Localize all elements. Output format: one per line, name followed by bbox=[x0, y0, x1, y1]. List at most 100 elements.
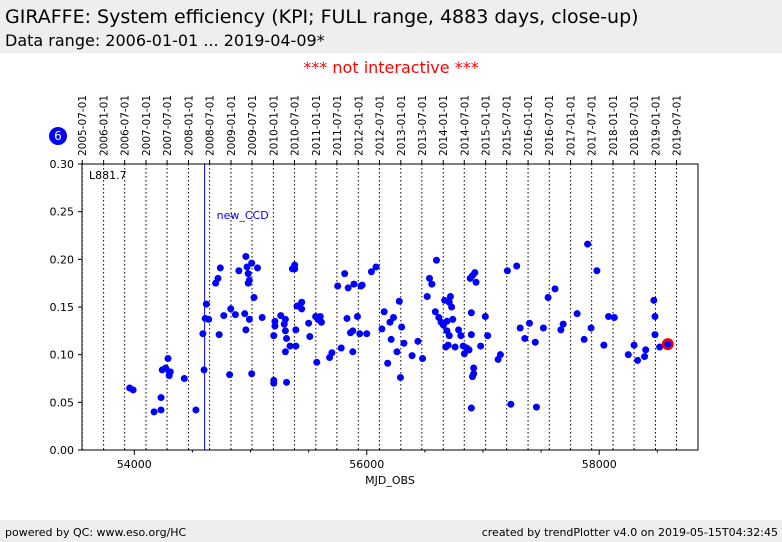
data-point bbox=[258, 313, 266, 321]
data-point bbox=[444, 341, 452, 349]
data-point bbox=[215, 331, 223, 339]
top-axis-date-label: 2019-07-01 bbox=[671, 95, 683, 156]
footer-created-by: created by trendPlotter v4.0 on 2019-05-… bbox=[481, 526, 778, 539]
data-point bbox=[292, 342, 300, 350]
data-point bbox=[363, 330, 371, 338]
top-axis-date-label: 2009-07-01 bbox=[247, 95, 259, 156]
not-interactive-notice: *** not interactive *** bbox=[303, 58, 479, 77]
data-point bbox=[248, 370, 256, 378]
x-axis-label: MJD_OBS bbox=[365, 474, 415, 487]
data-point bbox=[467, 331, 475, 339]
data-point bbox=[157, 406, 165, 414]
data-point bbox=[180, 375, 188, 382]
top-axis-date-label: 2008-07-01 bbox=[205, 95, 217, 156]
data-point bbox=[477, 342, 485, 350]
data-point bbox=[243, 263, 251, 271]
data-point bbox=[286, 342, 294, 350]
data-point bbox=[484, 332, 492, 340]
data-point bbox=[199, 330, 207, 338]
data-point bbox=[164, 354, 172, 362]
data-point bbox=[470, 364, 478, 372]
plot-frame bbox=[81, 163, 699, 451]
data-point bbox=[358, 281, 366, 289]
data-point bbox=[242, 326, 250, 334]
data-point bbox=[557, 326, 565, 334]
data-point bbox=[248, 259, 256, 267]
data-point bbox=[624, 351, 632, 359]
data-point bbox=[587, 324, 595, 332]
data-point bbox=[610, 313, 618, 321]
data-point bbox=[305, 319, 313, 327]
data-point bbox=[451, 343, 459, 351]
y-axis-tick-label: 0.20 bbox=[50, 253, 75, 266]
top-axis-date-label: 2014-07-01 bbox=[459, 95, 471, 156]
top-axis-date-label: 2011-01-01 bbox=[311, 95, 323, 156]
data-point bbox=[400, 339, 408, 347]
data-point bbox=[202, 300, 210, 308]
data-point bbox=[356, 330, 364, 338]
data-point bbox=[281, 327, 289, 335]
data-point bbox=[226, 371, 234, 379]
data-point bbox=[378, 325, 386, 333]
data-point bbox=[244, 270, 252, 278]
data-point bbox=[551, 285, 559, 293]
top-axis-date-label: 2013-01-01 bbox=[396, 95, 408, 156]
top-axis-date-label: 2015-07-01 bbox=[502, 95, 514, 156]
top-axis-date-label: 2009-01-01 bbox=[226, 95, 238, 156]
event-marker: new_CCD bbox=[204, 164, 269, 450]
y-axis-tick-label: 0.10 bbox=[50, 349, 75, 362]
footer-powered-by: powered by QC: www.eso.org/HC bbox=[5, 526, 187, 539]
top-axis-date-label: 2010-01-01 bbox=[268, 95, 280, 156]
data-point bbox=[559, 320, 567, 328]
data-point bbox=[539, 324, 547, 332]
data-point bbox=[460, 350, 468, 358]
data-point bbox=[414, 337, 422, 345]
data-point bbox=[216, 264, 224, 272]
top-axis-date-label: 2016-01-01 bbox=[523, 95, 535, 156]
count-badge bbox=[49, 127, 67, 145]
data-point bbox=[516, 324, 524, 332]
data-point bbox=[367, 268, 375, 276]
data-point bbox=[445, 332, 453, 340]
footer-bar: powered by QC: www.eso.org/HC created by… bbox=[0, 520, 782, 542]
new-ccd-event-label: new_CCD bbox=[217, 209, 269, 222]
data-point bbox=[250, 293, 258, 301]
data-point bbox=[231, 311, 239, 319]
data-point bbox=[432, 256, 440, 264]
data-point bbox=[600, 341, 608, 349]
y-axis-tick-label: 0.30 bbox=[50, 158, 75, 171]
top-axis-date-label: 2017-01-01 bbox=[566, 95, 578, 156]
data-point bbox=[344, 284, 352, 292]
data-points bbox=[126, 240, 674, 416]
top-axis-date-label: 2018-07-01 bbox=[629, 95, 641, 156]
data-point bbox=[398, 323, 406, 331]
data-point bbox=[298, 305, 306, 313]
data-point bbox=[241, 310, 249, 318]
data-point bbox=[235, 267, 243, 275]
y-axis-tick-label: 0.25 bbox=[50, 206, 75, 219]
data-point bbox=[200, 366, 208, 374]
data-point bbox=[573, 310, 581, 318]
header-bar: GIRAFFE: System efficiency (KPI; FULL ra… bbox=[0, 0, 782, 53]
top-axis-date-label: 2016-07-01 bbox=[544, 95, 556, 156]
data-point bbox=[298, 298, 306, 306]
highlight-point bbox=[664, 340, 672, 348]
data-point bbox=[317, 318, 325, 326]
data-point bbox=[651, 313, 659, 321]
top-axis-date-label: 2008-01-01 bbox=[183, 95, 195, 156]
data-point bbox=[313, 358, 321, 366]
data-point bbox=[283, 334, 291, 342]
data-point bbox=[503, 267, 511, 275]
data-point bbox=[449, 315, 457, 323]
data-point bbox=[507, 400, 515, 408]
corner-label: L881.7 bbox=[89, 169, 127, 182]
data-point bbox=[448, 303, 456, 311]
y-axis-tick-label: 0.00 bbox=[50, 444, 75, 457]
data-point bbox=[470, 370, 478, 378]
data-point bbox=[166, 368, 174, 376]
data-point bbox=[380, 308, 388, 316]
data-point bbox=[372, 263, 380, 271]
data-point bbox=[651, 331, 659, 339]
top-axis-date-label: 2007-01-01 bbox=[141, 95, 153, 156]
